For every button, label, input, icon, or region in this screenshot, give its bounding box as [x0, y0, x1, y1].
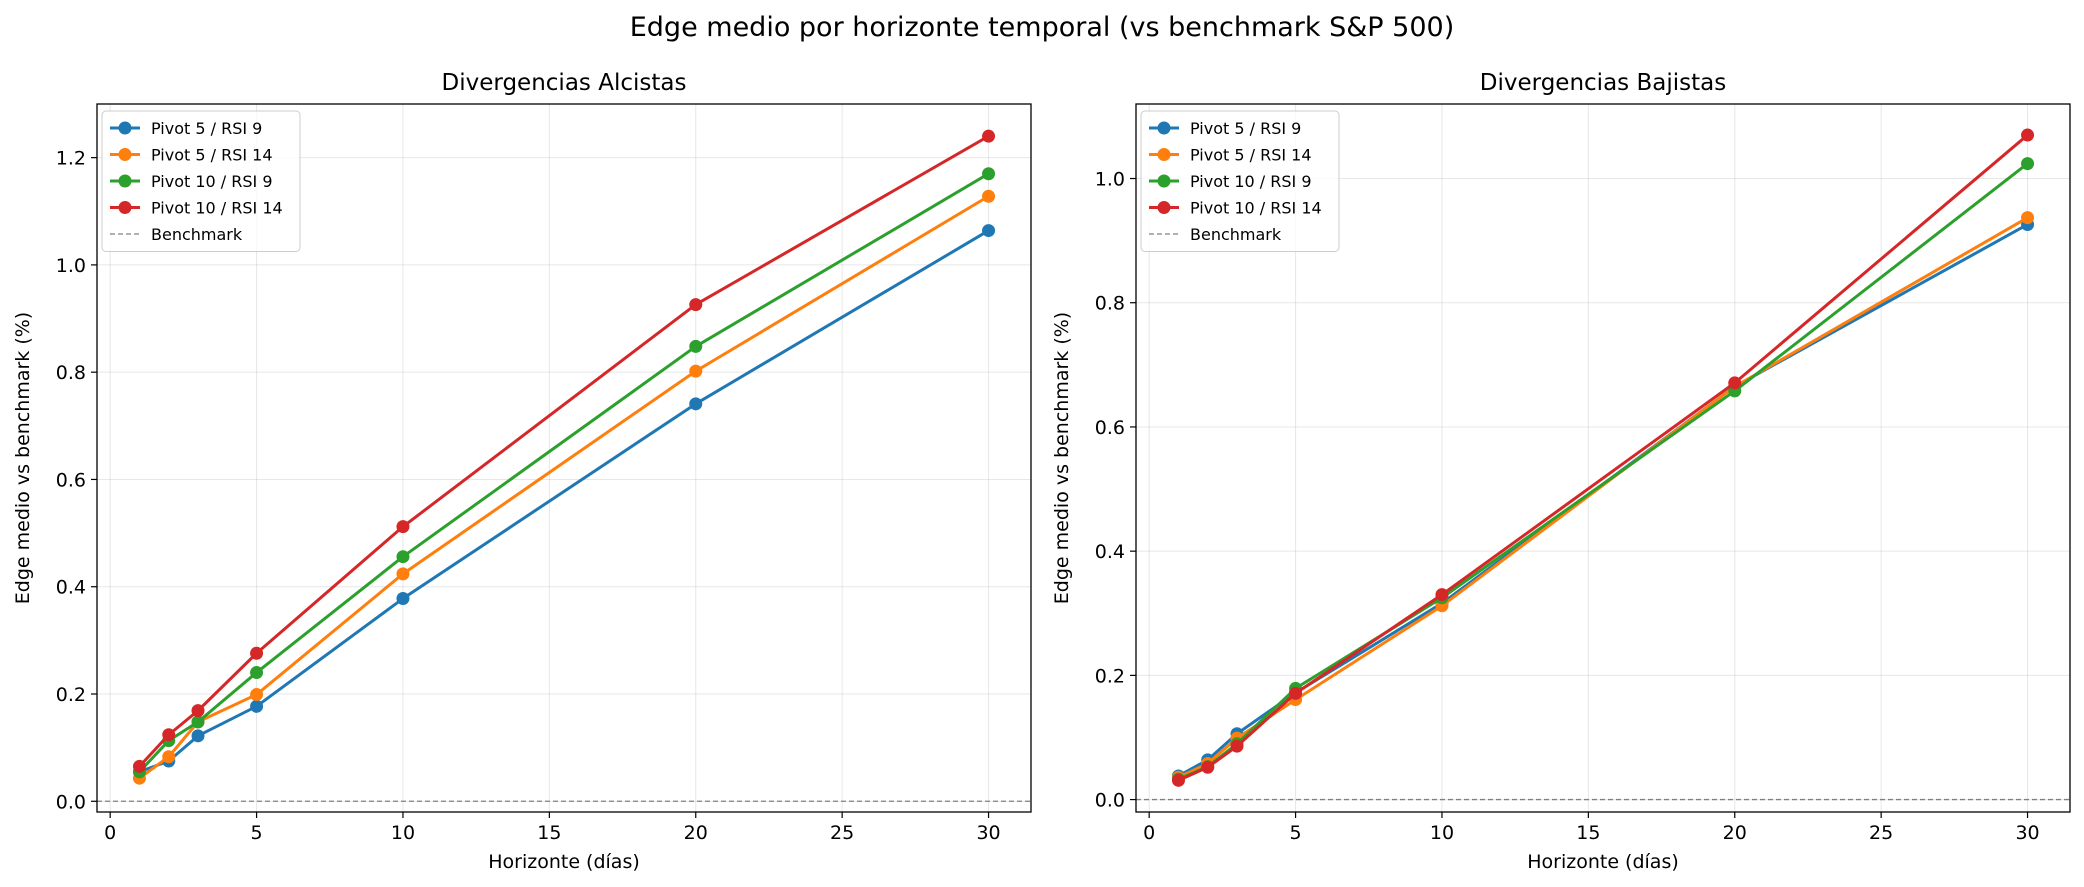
x-tick-label-5: 25: [1869, 822, 1893, 844]
data-point-s1-7: [982, 224, 996, 238]
data-point-s4-3: [1230, 739, 1244, 753]
legend-marker-4: [1157, 201, 1171, 214]
subplot-1: 0 5 10 15 20 25 30 0.0 0.2 0.4 0.6 0.8 1.0 1.2 Horizon…: [12, 70, 1032, 873]
y-axis-label: Edge medio vs benchmark (%): [1051, 312, 1073, 604]
legend-marker-3: [118, 174, 132, 188]
legend-label-2: Pivot 5 / RSI 14: [151, 146, 273, 165]
data-point-s2-2: [162, 750, 176, 764]
legend-box: [101, 110, 301, 252]
x-axis-label: Horizonte (días): [488, 851, 640, 873]
data-point-s4-4: [250, 646, 264, 660]
legend-label-2: Pivot 5 / RSI 14: [1190, 146, 1312, 165]
legend-marker-1: [118, 121, 132, 135]
y-tick-label-1: 0.2: [56, 684, 86, 706]
legend-marker-2: [1157, 148, 1171, 161]
data-point-s4-1: [1171, 773, 1185, 787]
x-tick-label-1: 5: [251, 822, 263, 844]
figure-title: Edge medio por horizonte temporal (vs be…: [630, 12, 1455, 43]
x-axis-label: Horizonte (días): [1527, 851, 1679, 873]
y-tick-label-6: 1.2: [56, 148, 86, 170]
y-tick-label-1: 0.2: [1095, 665, 1125, 687]
data-point-s1-5: [396, 592, 410, 606]
subplot-title: Divergencias Alcistas: [442, 70, 687, 96]
axes-frame: [96, 103, 1032, 813]
y-tick-label-2: 0.4: [56, 577, 86, 599]
x-tick-label-0: 0: [1143, 822, 1155, 844]
x-tick-label-3: 15: [537, 822, 561, 844]
data-point-s4-6: [1728, 376, 1742, 390]
y-tick-label-3: 0.6: [1095, 417, 1125, 439]
data-point-s3-6: [689, 339, 703, 353]
y-tick-label-5: 1.0: [1095, 169, 1125, 191]
data-point-s4-5: [396, 520, 410, 534]
legend-marker-4: [118, 201, 132, 214]
data-point-s4-1: [132, 759, 146, 773]
x-tick-label-2: 10: [391, 822, 415, 844]
y-tick-label-4: 0.8: [56, 362, 86, 384]
data-point-s4-7: [982, 129, 996, 143]
x-tick-label-3: 15: [1576, 822, 1600, 844]
legend-label-1: Pivot 5 / RSI 9: [1190, 119, 1301, 138]
y-tick-label-3: 0.6: [56, 469, 86, 491]
legend-label-3: Pivot 10 / RSI 9: [1190, 172, 1312, 191]
x-tick-label-4: 20: [1723, 822, 1747, 844]
data-point-s2-7: [2021, 211, 2035, 225]
x-tick-label-1: 5: [1290, 822, 1302, 844]
data-point-s3-7: [982, 167, 996, 181]
data-point-s4-6: [689, 298, 703, 312]
y-tick-label-4: 0.8: [1095, 293, 1125, 315]
data-point-s2-7: [982, 189, 996, 203]
x-tick-label-6: 30: [976, 822, 1000, 844]
data-point-s4-4: [1289, 686, 1303, 700]
x-tick-label-6: 30: [2015, 822, 2039, 844]
legend-marker-2: [118, 148, 132, 161]
axes-frame: [1135, 103, 2071, 813]
x-tick-label-5: 25: [830, 822, 854, 844]
data-point-s4-2: [162, 728, 176, 742]
x-tick-label-0: 0: [104, 822, 116, 844]
subplot-title: Divergencias Bajistas: [1480, 70, 1726, 96]
data-point-s4-2: [1201, 760, 1215, 774]
x-tick-label-2: 10: [1430, 822, 1454, 844]
legend-label-5: Benchmark: [151, 225, 243, 244]
y-tick-label-2: 0.4: [1095, 541, 1125, 563]
data-point-s1-4: [250, 699, 264, 713]
data-point-s4-3: [191, 704, 205, 718]
legend-label-4: Pivot 10 / RSI 14: [1190, 199, 1322, 218]
data-point-s3-3: [191, 715, 205, 729]
data-point-s2-4: [250, 688, 264, 702]
legend-marker-3: [1157, 174, 1171, 188]
legend: Pivot 5 / RSI 9 Pivot 5 / RSI 14 Pivot 10 …: [1140, 110, 1340, 252]
subplot-2: 0 5 10 15 20 25 30 0.0 0.2 0.4 0.6 0.8 1.0 Horizonte …: [1051, 70, 2071, 873]
data-point-s2-6: [689, 364, 703, 378]
legend: Pivot 5 / RSI 9 Pivot 5 / RSI 14 Pivot 10 …: [101, 110, 301, 252]
y-tick-label-5: 1.0: [56, 255, 86, 277]
data-point-s3-4: [250, 666, 264, 680]
legend-marker-1: [1157, 121, 1171, 135]
data-point-s3-7: [2021, 157, 2035, 171]
data-point-s4-5: [1435, 588, 1449, 602]
legend-label-1: Pivot 5 / RSI 9: [151, 119, 262, 138]
data-point-s1-6: [689, 397, 703, 411]
y-tick-label-0: 0.0: [1095, 790, 1125, 812]
data-point-s4-7: [2021, 128, 2035, 142]
legend-box: [1140, 110, 1340, 252]
legend-label-3: Pivot 10 / RSI 9: [151, 172, 273, 191]
y-tick-label-0: 0.0: [56, 791, 86, 813]
y-axis-label: Edge medio vs benchmark (%): [12, 312, 34, 604]
x-tick-label-4: 20: [684, 822, 708, 844]
legend-label-5: Benchmark: [1190, 225, 1282, 244]
data-point-s1-3: [191, 729, 205, 743]
legend-label-4: Pivot 10 / RSI 14: [151, 199, 283, 218]
data-point-s3-5: [396, 550, 410, 564]
data-point-s2-5: [396, 567, 410, 581]
